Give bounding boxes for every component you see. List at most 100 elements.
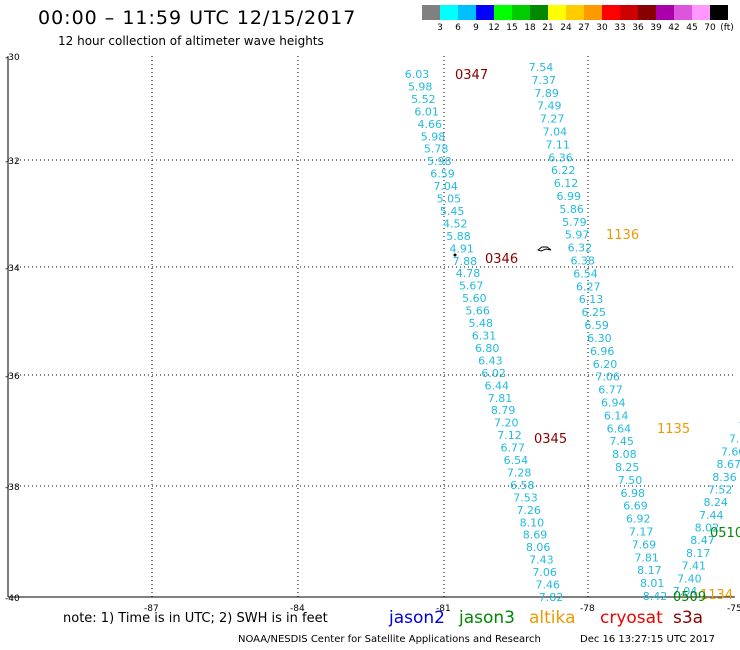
pass-time-label: 0346 [485, 252, 518, 267]
lat-label: -34 [5, 264, 20, 274]
track-a-value: 5.66 [465, 305, 490, 318]
track-a-value: 6.02 [481, 367, 506, 380]
scale-swatch [656, 5, 674, 20]
altimeter-tracks: 6.035.985.526.014.665.985.785.986.597.04… [405, 61, 740, 604]
track-a-value: 6.77 [500, 442, 525, 455]
track-a-value: 7.82 [539, 591, 564, 604]
scale-swatch [512, 5, 530, 20]
track-b-value: 7.49 [537, 100, 562, 113]
track-a-value: 7.81 [488, 392, 513, 405]
lon-label: -84 [290, 604, 305, 614]
track-a-value: 5.98 [421, 130, 446, 143]
track-b-value: 7.06 [595, 371, 620, 384]
track-b-value: 5.79 [562, 216, 587, 229]
track-a-value: 7.06 [532, 566, 557, 579]
scale-swatch [440, 5, 458, 20]
scale-swatch [530, 5, 548, 20]
scale-unit-label: (ft) [720, 23, 734, 33]
track-c-value: 8.24 [703, 496, 728, 509]
track-a-value: 6.01 [414, 105, 439, 118]
scale-swatch [458, 5, 476, 20]
track-a-value: 6.58 [510, 479, 535, 492]
track-a-value: 6.43 [478, 354, 503, 367]
pass-time-label: 0347 [455, 68, 488, 83]
scale-label: 36 [632, 23, 644, 33]
track-b-value: 7.50 [618, 474, 643, 487]
page-title: 00:00 – 11:59 UTC 12/15/2017 [38, 7, 357, 29]
scale-swatch [638, 5, 656, 20]
scale-swatch [602, 5, 620, 20]
satellite-name: jason3 [459, 608, 515, 628]
track-a-value: 5.67 [459, 280, 484, 293]
track-c-value: 7.44 [699, 509, 724, 522]
scale-swatch [566, 5, 584, 20]
axis-labels: -30 -32 -34 -36 -38 -40 -87 -84 -81 -78 -75 [5, 53, 740, 614]
scale-label: 70 [704, 23, 716, 33]
track-c-value: 7.4 [729, 433, 740, 446]
track-b-value: 8.25 [615, 461, 640, 474]
track-b-value: 6.92 [626, 513, 651, 526]
lon-label: -81 [436, 604, 451, 614]
track-a-value: 7.26 [516, 504, 541, 517]
track-c-value: 8.17 [686, 547, 711, 560]
track-c-value: 7.60 [721, 445, 740, 458]
pass-time-label: 0509 [673, 590, 706, 605]
track-a-value: 5.88 [446, 230, 471, 243]
track-b-value: 7.89 [534, 87, 559, 100]
scale-swatch [674, 5, 692, 20]
scale-swatch [494, 5, 512, 20]
satellite-name: s3a [673, 608, 704, 628]
track-a-value: 4.78 [456, 267, 481, 280]
track-b-value: 6.77 [598, 384, 623, 397]
scale-label: 6 [455, 23, 461, 33]
track-c-value: 7 [739, 420, 740, 433]
scale-swatch [548, 5, 566, 20]
lat-label: -30 [5, 53, 20, 63]
scale-swatch [692, 5, 710, 20]
track-b-value: 6.54 [573, 267, 598, 280]
scale-swatch [620, 5, 638, 20]
track-b-value: 6.69 [623, 500, 648, 513]
track-a-value: 7.88 [453, 255, 478, 268]
track-b-value: 7.04 [543, 126, 568, 139]
track-a-value: 8.79 [491, 404, 516, 417]
track-b-value: 6.32 [568, 242, 593, 255]
track-c-value: 8.02 [695, 522, 720, 535]
track-a-value: 5.98 [408, 81, 433, 94]
pass-time-labels: 0347 0346 0345 1136 1135 1134 0510 0509 [455, 68, 740, 605]
lon-label: -87 [144, 604, 159, 614]
scale-swatch [710, 5, 728, 20]
track-b-value: 8.08 [612, 448, 637, 461]
scale-label: 3 [437, 23, 443, 33]
scale-label: 18 [524, 23, 536, 33]
scale-label: 39 [650, 23, 662, 33]
track-a-value: 4.91 [449, 242, 474, 255]
track-b-value: 8.42 [643, 590, 668, 603]
track-c-value: 8.67 [717, 458, 740, 471]
scale-label: 27 [578, 23, 590, 33]
track-b-value: 7.11 [545, 138, 570, 151]
track-a-value: 8.06 [526, 541, 551, 554]
track-a-value: 5.60 [462, 292, 487, 305]
track-b-value: 6.14 [604, 409, 629, 422]
scale-label: 12 [488, 23, 500, 33]
track-c-value: 7.04 [673, 585, 698, 598]
track-c-value: 7.41 [682, 560, 707, 573]
scale-label: 42 [668, 23, 680, 33]
track-b-value: 6.12 [554, 177, 579, 190]
track-b-value: 6.27 [576, 280, 601, 293]
generation-timestamp: Dec 16 13:27:15 UTC 2017 [580, 634, 715, 645]
track-a-value: 6.44 [485, 379, 510, 392]
track-a-value: 6.31 [472, 330, 497, 343]
track-c-value: 7.40 [677, 572, 702, 585]
scale-swatch [422, 5, 440, 20]
scale-label: 9 [473, 23, 479, 33]
page-subtitle: 12 hour collection of altimeter wave hei… [58, 34, 324, 48]
scale-label: 33 [614, 23, 626, 33]
track-a-value: 5.05 [437, 193, 462, 206]
track-a-value: 7.46 [536, 579, 561, 592]
track-b-value: 6.59 [584, 319, 609, 332]
footer-note: note: 1) Time is in UTC; 2) SWH is in fe… [63, 611, 328, 626]
credit-text: NOAA/NESDIS Center for Satellite Applica… [238, 634, 541, 645]
